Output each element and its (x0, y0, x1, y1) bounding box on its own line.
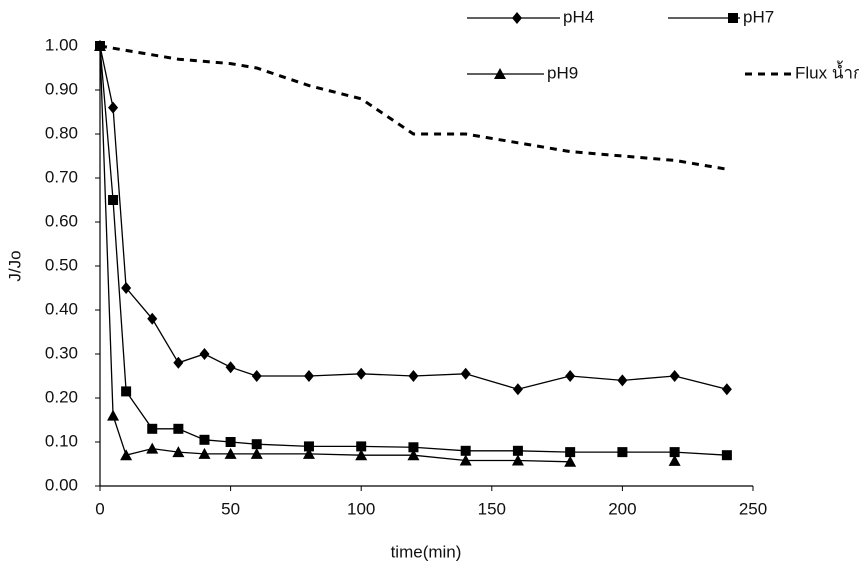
marker (120, 449, 133, 461)
y-tick-label: 0.80 (45, 123, 78, 142)
marker (408, 370, 419, 382)
marker (173, 356, 184, 369)
x-tick-label: 0 (95, 499, 104, 518)
marker (512, 383, 523, 396)
x-tick-label: 150 (478, 499, 506, 518)
marker (669, 370, 680, 382)
marker (565, 447, 576, 458)
marker (121, 386, 132, 397)
marker (355, 449, 368, 461)
marker (172, 446, 185, 458)
marker (199, 434, 210, 445)
y-axis-label: J/Jo (5, 250, 24, 281)
y-tick-label: 0.50 (45, 255, 78, 274)
marker (512, 445, 523, 456)
x-axis-label: time(min) (391, 542, 462, 561)
series-line (99, 45, 728, 390)
legend-label: pH9 (547, 63, 578, 82)
marker (199, 348, 210, 360)
marker (356, 441, 367, 452)
marker (356, 367, 367, 380)
marker (198, 447, 211, 459)
marker (512, 12, 522, 24)
marker (147, 312, 158, 325)
x-tick-label: 50 (221, 499, 240, 518)
marker (224, 447, 237, 459)
marker (669, 447, 680, 458)
marker (303, 441, 314, 452)
marker (251, 439, 262, 450)
series-line (99, 45, 727, 456)
y-tick-label: 0.10 (45, 431, 78, 450)
marker (617, 447, 628, 458)
y-tick-label: 0.60 (45, 211, 78, 230)
marker (225, 437, 236, 447)
marker (303, 370, 314, 382)
legend-label: Flux น้ำกลั่น (795, 60, 859, 82)
y-tick-label: 0.70 (45, 167, 78, 186)
marker (460, 445, 471, 456)
marker (460, 367, 471, 380)
y-tick-label: 0.90 (45, 79, 78, 98)
marker (94, 40, 106, 51)
marker (108, 101, 119, 114)
series-line (99, 44, 728, 171)
x-tick-label: 250 (739, 499, 767, 518)
legend-label: pH4 (563, 7, 594, 26)
marker (225, 361, 236, 374)
y-tick-label: 0.00 (45, 475, 78, 494)
y-tick-label: 0.30 (45, 343, 78, 362)
series-line (100, 46, 675, 462)
marker (511, 454, 524, 466)
marker (459, 454, 472, 466)
x-tick-label: 100 (347, 499, 375, 518)
marker (565, 370, 576, 382)
marker (108, 195, 119, 205)
y-tick-label: 0.40 (45, 299, 78, 318)
marker (408, 442, 419, 453)
marker (407, 449, 420, 461)
marker (146, 442, 159, 454)
marker (721, 450, 732, 461)
marker (107, 409, 120, 421)
y-tick-label: 0.20 (45, 387, 78, 406)
marker (121, 282, 132, 294)
marker (173, 423, 184, 434)
marker (147, 423, 158, 434)
marker (250, 447, 263, 459)
marker (617, 374, 628, 387)
x-tick-label: 200 (608, 499, 636, 518)
marker (302, 447, 315, 459)
marker (721, 383, 732, 396)
y-tick-label: 1.00 (45, 35, 78, 54)
legend-label: pH7 (743, 7, 774, 26)
marker (251, 370, 262, 382)
marker (494, 68, 506, 79)
marker (668, 454, 681, 466)
marker (564, 455, 577, 467)
marker (728, 13, 738, 23)
